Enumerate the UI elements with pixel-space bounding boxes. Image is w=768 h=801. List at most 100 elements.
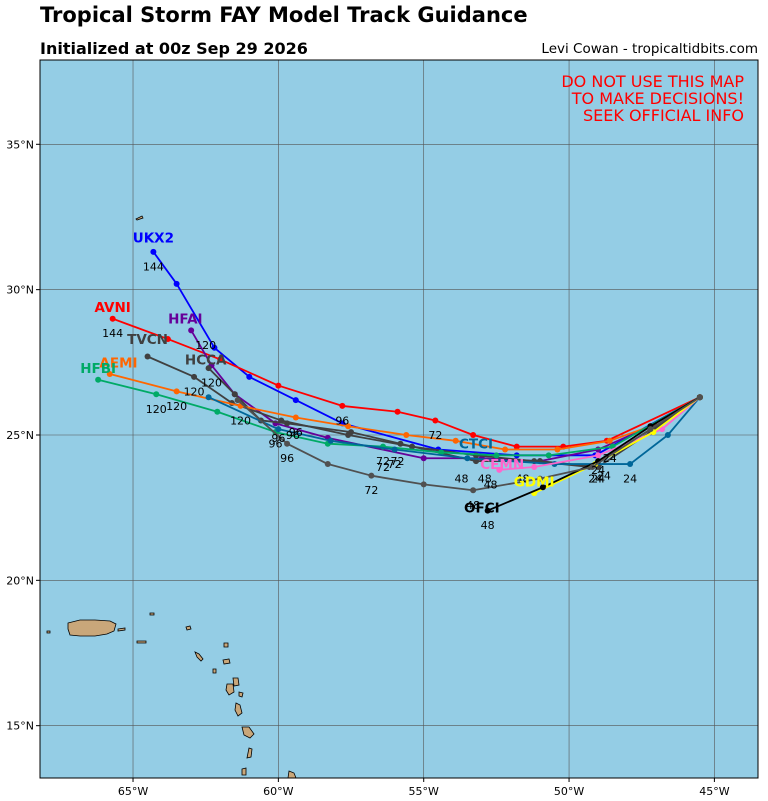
track-point-ctci-1: [664, 431, 671, 438]
track-point-ukx2-9: [150, 248, 157, 255]
track-point-avni-6: [394, 408, 401, 415]
track-point-aemi-6: [403, 431, 410, 438]
model-label-aemi: AEMI: [99, 355, 137, 371]
track-point-hfai-10: [188, 327, 195, 334]
track-point-long-4: [470, 487, 477, 494]
track-point-avni-9: [217, 356, 224, 363]
lat-tick-label-2: 25°N: [6, 429, 34, 442]
track-point-aemi-5: [452, 437, 459, 444]
hour-label-avni-1: 96: [335, 414, 349, 427]
hour-label-aemi-0: 96: [289, 426, 303, 439]
track-point-aemi-8: [292, 414, 299, 421]
hour-label-ofci-0: 24: [591, 473, 605, 486]
hour-label-extra-5: 96: [268, 438, 282, 451]
hour-label-gdmi-0: 24: [588, 473, 602, 486]
montserrat-island: [212, 668, 217, 674]
hour-label-aemi-1: 120: [230, 414, 251, 427]
hour-label-extra-3: 72: [391, 455, 405, 468]
st-lucia-island: [238, 691, 244, 698]
caribbean-islands: [46, 215, 297, 779]
grenadines-island: [246, 747, 253, 759]
hour-label-tvcn-1: 120: [184, 385, 205, 398]
track-point-avni-4: [470, 431, 477, 438]
lat-tick-label-3: 30°N: [6, 284, 34, 297]
anguilla-island: [149, 612, 155, 616]
track-point-ctci-6: [327, 437, 334, 444]
hour-label-long-0: 48: [466, 499, 480, 512]
track-line-aemi: [109, 373, 701, 451]
hour-label-ukx2-0: 144: [143, 260, 164, 273]
track-point-hfbi-8: [214, 408, 221, 415]
track-point-long-2: [589, 463, 596, 470]
hour-label-long-2: 96: [280, 452, 294, 465]
track-point-avni-7: [339, 402, 346, 409]
warning-line-3: SEEK OFFICIAL INFO: [583, 106, 744, 125]
map-axes: 65°W 60°W 55°W 50°W 45°W 15°N 20°N 25°N 30°N 35°N: [6, 138, 729, 798]
track-point-tvcn-4: [473, 452, 480, 459]
hour-label-extra-9: 24: [591, 464, 605, 477]
hour-label-tvcn-0: 96: [286, 429, 300, 442]
hour-label-avni-0: 72: [428, 429, 442, 442]
bermuda-island: [135, 215, 144, 221]
track-point-long-8: [284, 440, 291, 447]
track-point-tvcn-9: [191, 373, 198, 380]
lat-tick-label-0: 15°N: [6, 720, 34, 733]
model-label-hcca: HCCA: [185, 352, 227, 368]
track-point-long-9: [234, 397, 241, 404]
st-vincent-island: [234, 702, 243, 717]
hour-label-extra-1: 48: [478, 473, 492, 486]
track-point-avni-3: [513, 443, 520, 450]
track-point-hfbi-4: [438, 449, 445, 456]
vieques-island: [117, 627, 126, 632]
grenada-island: [241, 767, 247, 776]
track-point-hcca-7: [284, 420, 291, 427]
track-point-long-5: [420, 481, 427, 488]
track-point-ukx2-8: [173, 280, 180, 287]
lon-tick-label-1: 60°W: [263, 785, 293, 798]
track-point-aemi-2: [606, 437, 613, 444]
barbados-island: [241, 726, 255, 739]
model-label-ctci: CTCI: [459, 437, 493, 453]
track-point-cemn-3: [531, 463, 538, 470]
hour-label-hfbi-0: 72: [376, 455, 390, 468]
hour-label-avni-2: 144: [102, 327, 123, 340]
track-line-gdmi: [533, 396, 701, 494]
track-point-avni-5: [432, 417, 439, 424]
track-point-hfai-5: [420, 455, 427, 462]
hour-label-extra-6: 96: [271, 432, 285, 445]
track-point-hfbi-3: [493, 452, 500, 459]
antigua-island: [223, 642, 229, 648]
hour-label-aemi-2: 120: [166, 400, 187, 413]
hour-label-extra-4: 72: [376, 461, 390, 474]
model-label-cemn: CEMN: [480, 457, 524, 473]
track-line-avni: [112, 317, 701, 448]
model-label-hfai: HFAI: [168, 312, 202, 328]
hour-label-extra-8: 24: [597, 470, 611, 483]
track-point-ukx2-5: [292, 397, 299, 404]
lat-tick-label-1: 20°N: [6, 574, 34, 587]
track-point-aemi-11: [106, 370, 113, 377]
hour-label-extra-7: 24: [603, 452, 617, 465]
lon-tick-label-0: 65°W: [118, 785, 148, 798]
track-point-ofci-3: [539, 484, 546, 491]
track-point-cemn-4: [496, 466, 503, 473]
st-kitts-island: [194, 651, 204, 662]
hour-label-ctci-1: 72: [388, 458, 402, 471]
track-point-ctci-4: [464, 455, 471, 462]
track-point-ctci-5: [391, 446, 398, 453]
track-point-cemn-2: [595, 452, 602, 459]
model-label-gdmi: GDMI: [514, 474, 555, 490]
track-point-ctci-2: [627, 461, 634, 468]
track-point-tvcn-10: [144, 353, 151, 360]
model-label-ukx2: UKX2: [133, 230, 174, 246]
lat-tick-label-4: 35°N: [6, 138, 34, 151]
track-point-long-3: [536, 475, 543, 482]
hour-label-ofci-1: 48: [481, 519, 495, 532]
mona-island: [46, 630, 51, 634]
track-point-avni-8: [275, 382, 282, 389]
forecast-hour-labels: 1447296144120961201209612012072120247248…: [102, 260, 637, 532]
track-point-aemi-7: [345, 423, 352, 430]
track-line-ukx2: [152, 251, 701, 457]
